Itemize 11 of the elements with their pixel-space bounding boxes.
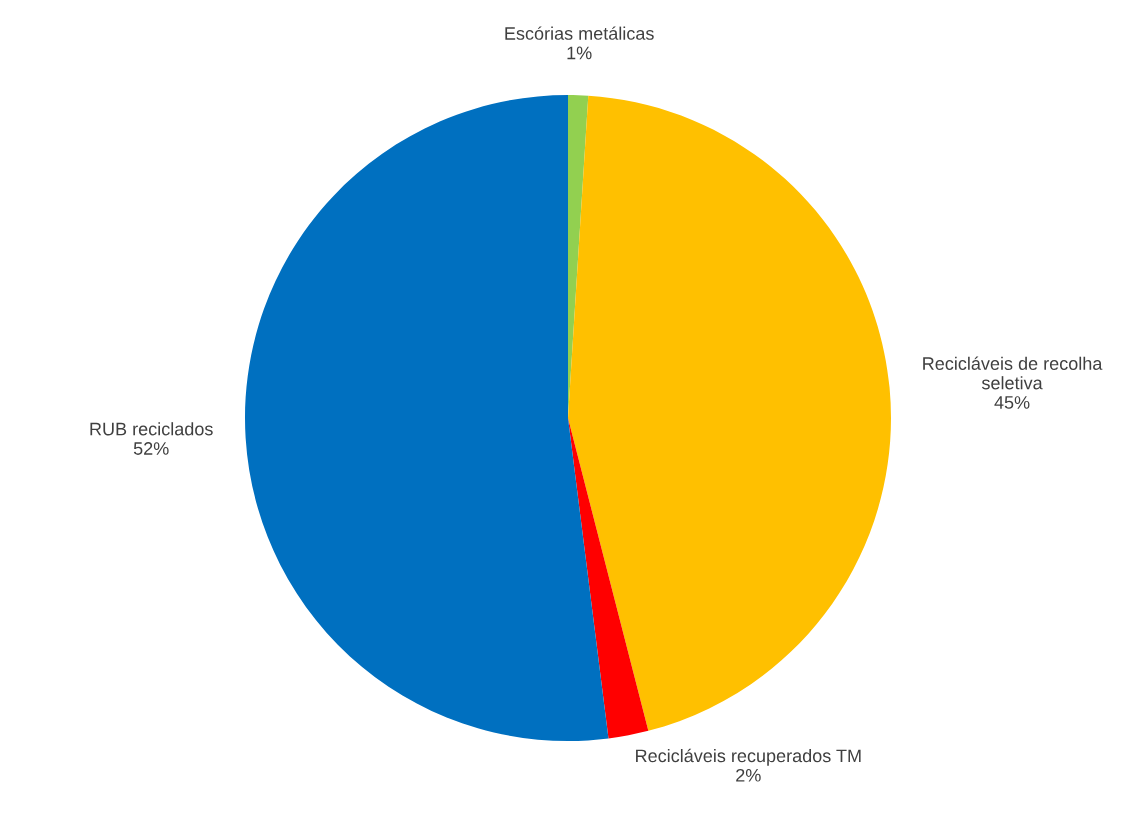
slice-label: RUB reciclados bbox=[90, 422, 213, 436]
pie-slice bbox=[568, 418, 649, 739]
slice-label: Escórias metálicas bbox=[505, 26, 654, 40]
data-label: 1% bbox=[567, 46, 592, 60]
data-label: 52% bbox=[133, 442, 169, 455]
pie-slice bbox=[245, 95, 609, 741]
data-label: 45% bbox=[994, 396, 1030, 409]
data-label: 2% bbox=[736, 768, 761, 782]
slice-label: Recicláveis de recolha seletiva bbox=[923, 356, 1103, 390]
pie-slice bbox=[568, 95, 891, 731]
slice-label: Recicláveis recuperados TM bbox=[636, 748, 861, 766]
